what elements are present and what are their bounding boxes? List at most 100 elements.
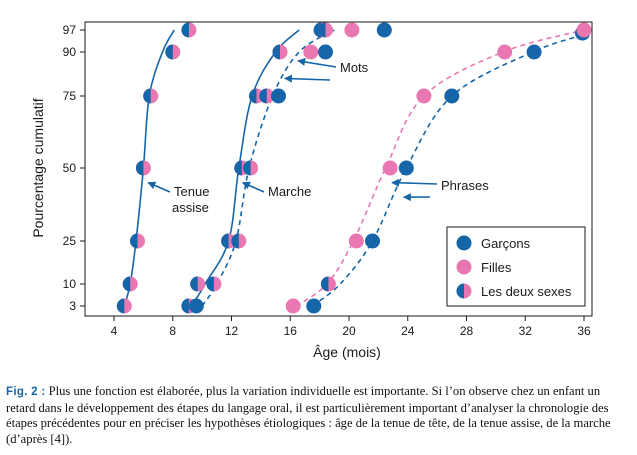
x-tick-label-24: 24 bbox=[401, 324, 415, 338]
marker-fill bbox=[497, 44, 513, 60]
marker-left-half bbox=[190, 276, 198, 292]
x-tick-label-28: 28 bbox=[460, 324, 474, 338]
marker-fill bbox=[318, 44, 333, 60]
marker-fill bbox=[576, 22, 592, 38]
marker-fill bbox=[526, 44, 542, 60]
point-tenue-assise bbox=[122, 276, 138, 292]
caption-text: Plus une fonction est élaborée, plus la … bbox=[6, 384, 611, 446]
marker-left-half bbox=[221, 233, 229, 249]
chart-frame bbox=[84, 21, 593, 317]
y-tick-label-25: 25 bbox=[63, 234, 77, 248]
marker-left-half bbox=[318, 22, 326, 38]
y-tick-label-50: 50 bbox=[63, 161, 77, 175]
point-tenue-assise bbox=[165, 44, 181, 60]
axes: 4 8 12 16 20 24 28 32 36 3 10 25 50 75 90 97 Âge (mois) P… bbox=[30, 23, 591, 360]
marker-left-half bbox=[243, 160, 251, 176]
point-phrases bbox=[576, 22, 592, 38]
figure-caption: Fig. 2 : Plus une fonction est élaborée,… bbox=[6, 384, 632, 447]
legend-marker-girls bbox=[456, 259, 472, 275]
point-mots bbox=[271, 88, 286, 104]
point-phrases bbox=[497, 44, 513, 60]
x-tick-label-16: 16 bbox=[284, 324, 298, 338]
x-tick-label-32: 32 bbox=[519, 324, 533, 338]
annotation-tenue-assise-line1: Tenue bbox=[174, 184, 209, 199]
point-tenue-assise bbox=[181, 22, 197, 38]
point-tenue-assise bbox=[143, 88, 159, 104]
marker-left-half bbox=[116, 298, 125, 314]
marker-fill bbox=[303, 44, 319, 60]
point-phrases bbox=[365, 233, 380, 249]
y-tick-label-75: 75 bbox=[63, 89, 77, 103]
x-tick-label-36: 36 bbox=[577, 324, 591, 338]
point-tenue-assise bbox=[116, 298, 132, 314]
arrow-mots-2 bbox=[283, 74, 331, 83]
marker-fill bbox=[348, 233, 364, 249]
marker-fill bbox=[398, 160, 414, 176]
marker-fill bbox=[306, 298, 322, 314]
x-tick-label-20: 20 bbox=[342, 324, 356, 338]
arrow-tenue-assise bbox=[147, 181, 171, 193]
marker-fill bbox=[285, 298, 301, 314]
y-tick-label-90: 90 bbox=[63, 45, 77, 59]
point-marche bbox=[249, 88, 264, 104]
point-mots bbox=[318, 22, 333, 38]
legend: Garçons Filles Les deux sexes bbox=[446, 226, 586, 307]
point-mots bbox=[259, 88, 275, 104]
marker-fill bbox=[365, 233, 380, 249]
marker-left-half bbox=[456, 283, 464, 299]
marker-fill bbox=[188, 298, 204, 314]
arrow-phrases-1 bbox=[391, 178, 438, 187]
point-phrases bbox=[416, 88, 432, 104]
data-points bbox=[116, 22, 592, 314]
x-tick-label-4: 4 bbox=[111, 324, 118, 338]
point-mots bbox=[376, 22, 392, 38]
point-phrases bbox=[306, 298, 322, 314]
marker-fill bbox=[444, 88, 460, 104]
y-axis-label: Pourcentage cumulatif bbox=[30, 98, 46, 237]
point-mots bbox=[318, 44, 333, 60]
marker-left-half bbox=[234, 160, 242, 176]
point-marche bbox=[231, 233, 247, 249]
point-phrases bbox=[444, 88, 460, 104]
point-tenue-assise bbox=[130, 233, 145, 249]
y-tick-label-97: 97 bbox=[63, 23, 77, 37]
point-phrases bbox=[320, 276, 336, 292]
legend-label-girls: Filles bbox=[481, 260, 512, 275]
point-marche bbox=[243, 160, 259, 176]
marker-left-half bbox=[272, 44, 280, 60]
annotation-tenue-assise-line2: assise bbox=[172, 200, 209, 215]
arrow-mots-1 bbox=[297, 57, 337, 68]
marker-fill bbox=[382, 160, 398, 176]
plot-frame bbox=[84, 21, 593, 317]
point-phrases bbox=[526, 44, 542, 60]
marker-left-half bbox=[320, 276, 329, 292]
point-tenue-assise bbox=[135, 160, 151, 176]
legend-marker-both bbox=[456, 283, 472, 299]
marker-left-half bbox=[143, 88, 151, 104]
marker-fill bbox=[376, 22, 392, 38]
legend-label-both: Les deux sexes bbox=[481, 284, 572, 299]
x-tick-label-12: 12 bbox=[225, 324, 239, 338]
point-marche bbox=[272, 44, 288, 60]
arrow-marche bbox=[241, 181, 265, 193]
point-phrases bbox=[382, 160, 398, 176]
point-mots bbox=[303, 44, 319, 60]
legend-label-boys: Garçons bbox=[481, 236, 531, 251]
x-axis-label: Âge (mois) bbox=[313, 344, 381, 360]
marker-left-half bbox=[249, 88, 257, 104]
legend-marker-boys bbox=[456, 235, 472, 251]
point-marche bbox=[206, 276, 222, 292]
point-mots bbox=[188, 298, 204, 314]
marker-left-half bbox=[181, 298, 189, 314]
point-phrases bbox=[285, 298, 301, 314]
marker-left-half bbox=[259, 88, 267, 104]
curve-mots bbox=[201, 29, 335, 307]
point-mots bbox=[344, 22, 360, 38]
y-tick-label-3: 3 bbox=[69, 299, 76, 313]
marker-left-half bbox=[135, 160, 144, 176]
marker-left-half bbox=[231, 233, 239, 249]
annotation-mots: Mots bbox=[340, 60, 369, 75]
marker-left-half bbox=[122, 276, 131, 292]
caption-label: Fig. 2 : bbox=[6, 386, 46, 398]
